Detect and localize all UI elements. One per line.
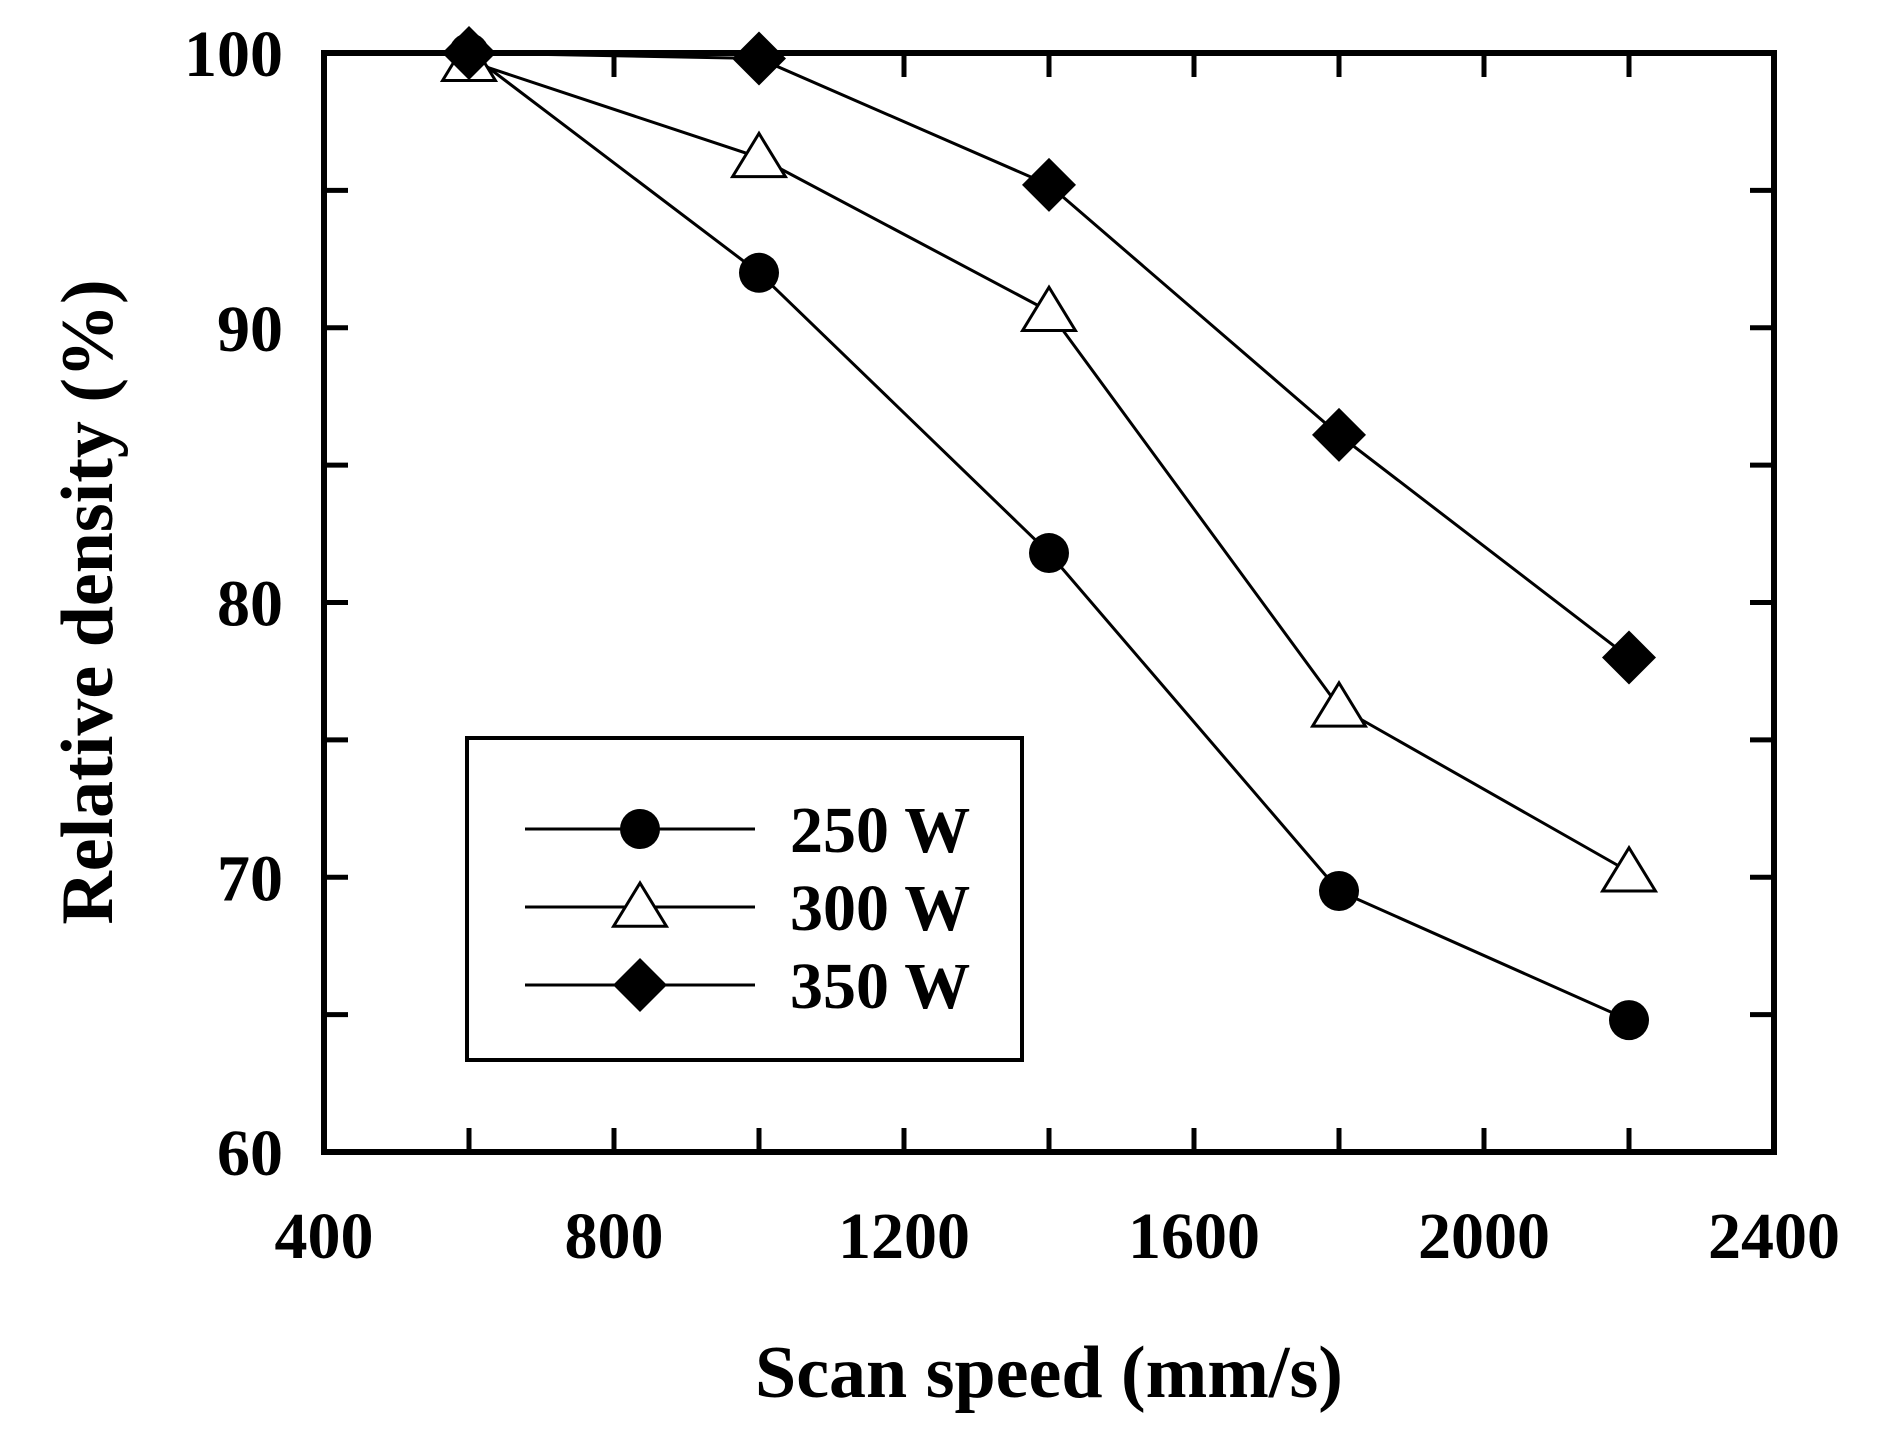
y-tick-label: 80 (217, 568, 283, 641)
x-tick-label: 2400 (1708, 1200, 1840, 1273)
x-axis-title: Scan speed (mm/s) (755, 1332, 1343, 1414)
data-point-250w (739, 252, 779, 293)
y-tick-label: 100 (184, 18, 283, 91)
x-tick-label: 1600 (1128, 1200, 1260, 1273)
legend-label-300w: 300 W (790, 872, 970, 945)
data-point-250w (1029, 533, 1069, 574)
axis-ticks (321, 50, 1777, 1155)
x-tick-label: 400 (275, 1200, 374, 1273)
data-point-300w (1309, 680, 1369, 728)
data-point-300w (1599, 844, 1659, 893)
data-point-250w (1609, 1000, 1649, 1041)
y-tick-label: 90 (217, 293, 283, 366)
legend-marker-350w (613, 958, 667, 1012)
legend-label-350w: 350 W (790, 950, 970, 1023)
y-tick-label: 60 (217, 1117, 283, 1190)
data-point-350w (732, 31, 786, 86)
data-point-350w (1602, 630, 1656, 685)
tick-labels: 400 800 1200 1600 2000 2400 60 70 80 90 100 (184, 18, 1840, 1273)
data-point-250w (1319, 870, 1359, 911)
legend-marker-250w (620, 809, 660, 849)
legend-box (465, 736, 1024, 1062)
legend-marker-300w (610, 880, 670, 928)
data-point-350w (1312, 407, 1366, 462)
x-tick-label: 2000 (1418, 1200, 1550, 1273)
data-point-300w (729, 130, 789, 179)
data-point-350w (1022, 157, 1076, 212)
data-point-350w (442, 26, 496, 80)
x-tick-label: 1200 (838, 1200, 970, 1273)
y-tick-label: 70 (217, 842, 283, 915)
legend-label-250w: 250 W (790, 794, 970, 867)
x-tick-label: 800 (565, 1200, 664, 1273)
y-axis-title: Relative density (%) (47, 279, 129, 924)
data-markers (439, 26, 1659, 1041)
data-point-300w (1019, 284, 1079, 332)
